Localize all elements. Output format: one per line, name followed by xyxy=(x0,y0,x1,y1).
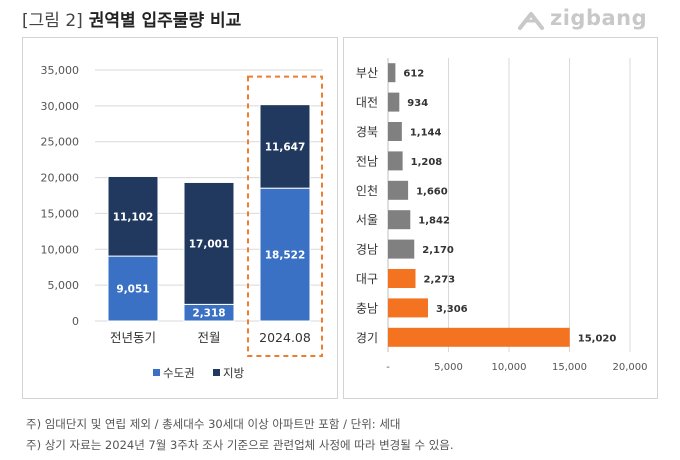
figure-title: [그림 2] 권역별 입주물량 비교 xyxy=(22,6,241,31)
x-tick-label: 전월 xyxy=(197,330,220,345)
horizontal-bar-chart: - 5,000 10,000 15,000 20,000 부산 612 대전 934 경북 1,14… xyxy=(356,58,648,373)
bar-value-label: 18,522 xyxy=(265,250,306,262)
x-tick-label: - xyxy=(386,362,390,373)
zigbang-logo-text: zigbang xyxy=(550,6,648,30)
bar-value-label: 9,051 xyxy=(116,284,149,296)
figure-label: [그림 2] xyxy=(22,11,83,31)
bar xyxy=(388,122,402,141)
bar-value-label: 3,306 xyxy=(436,304,468,315)
legend-swatch xyxy=(153,369,160,376)
y-tick-label: 35,000 xyxy=(41,64,80,77)
stacked-bar-chart-panel: 0 5,000 10,000 15,000 20,000 25,000 30,000 35,0… xyxy=(22,37,338,399)
stacked-bar-chart: 0 5,000 10,000 15,000 20,000 25,000 30,000 35,0… xyxy=(41,64,323,380)
footnote-1: 주) 임대단지 및 연립 제외 / 총세대수 30세대 이상 아파트만 포함 /… xyxy=(26,417,401,431)
bar-value-label: 1,660 xyxy=(416,186,448,197)
bar-value-label: 1,842 xyxy=(418,216,450,227)
bar-value-label: 934 xyxy=(407,98,428,109)
bar-value-label: 1,144 xyxy=(410,128,442,139)
bar-value-label: 11,102 xyxy=(113,211,154,223)
y-tick-label: 25,000 xyxy=(41,136,80,149)
legend-label: 지방 xyxy=(223,366,245,380)
zigbang-logo-icon xyxy=(518,12,544,30)
bar-value-label: 2,273 xyxy=(424,275,456,286)
bar xyxy=(388,298,429,318)
y-tick-label: 충남 xyxy=(356,301,378,315)
x-tick-label: 15,000 xyxy=(552,362,587,373)
y-tick-label: 15,000 xyxy=(41,207,80,220)
bar xyxy=(388,180,409,200)
y-tick-label: 인천 xyxy=(356,183,378,198)
footnote-2: 주) 상기 자료는 2024년 7월 3주차 조사 기준으로 관련업체 사정에 … xyxy=(26,438,454,452)
bar-value-label: 15,020 xyxy=(578,333,617,344)
y-tick-label: 전남 xyxy=(356,154,378,168)
y-tick-label: 20,000 xyxy=(41,172,80,185)
y-tick-label: 대전 xyxy=(356,96,378,110)
bar-value-label: 17,001 xyxy=(189,238,230,250)
figure-title-text: 권역별 입주물량 비교 xyxy=(88,11,242,31)
legend-swatch xyxy=(213,369,220,376)
y-tick-label: 부산 xyxy=(356,66,378,80)
bar-value-label: 612 xyxy=(403,69,424,80)
bar-value-label: 2,318 xyxy=(192,308,225,320)
bar-value-label: 11,647 xyxy=(265,141,306,153)
y-tick-label: 경북 xyxy=(356,125,378,139)
highlight-box xyxy=(247,75,323,357)
x-tick-label: 전년동기 xyxy=(110,330,156,345)
bar xyxy=(388,210,411,230)
y-tick-label: 대구 xyxy=(356,272,378,286)
y-tick-label: 경남 xyxy=(356,243,378,257)
y-tick-label: 경기 xyxy=(356,331,378,345)
horizontal-bar-chart-panel: - 5,000 10,000 15,000 20,000 부산 612 대전 934 경북 1,14… xyxy=(343,37,658,399)
bar-value-label: 2,170 xyxy=(422,245,454,256)
zigbang-logo: zigbang xyxy=(516,6,656,36)
legend-label: 수도권 xyxy=(163,366,195,380)
bar xyxy=(388,151,403,171)
bar xyxy=(388,92,400,112)
x-tick-label: 2024.08 xyxy=(259,330,311,345)
bar xyxy=(388,239,415,259)
bar-segment-지방 xyxy=(183,181,235,305)
y-tick-label: 10,000 xyxy=(41,243,80,256)
y-tick-label: 0 xyxy=(72,315,79,328)
y-tick-label: 서울 xyxy=(356,213,378,227)
bar-segment-지방 xyxy=(259,104,311,189)
bar xyxy=(388,269,416,288)
bar-segment-수도권 xyxy=(259,187,311,322)
bar xyxy=(388,63,396,83)
y-tick-label: 30,000 xyxy=(41,100,80,113)
bar xyxy=(388,327,570,347)
bar-value-label: 1,208 xyxy=(411,157,443,168)
x-tick-label: 20,000 xyxy=(613,362,648,373)
x-tick-label: 5,000 xyxy=(434,362,463,373)
y-tick-label: 5,000 xyxy=(48,279,80,292)
bar-segment-지방 xyxy=(107,175,159,257)
bar-segment-수도권 xyxy=(107,255,159,322)
x-tick-label: 10,000 xyxy=(492,362,527,373)
